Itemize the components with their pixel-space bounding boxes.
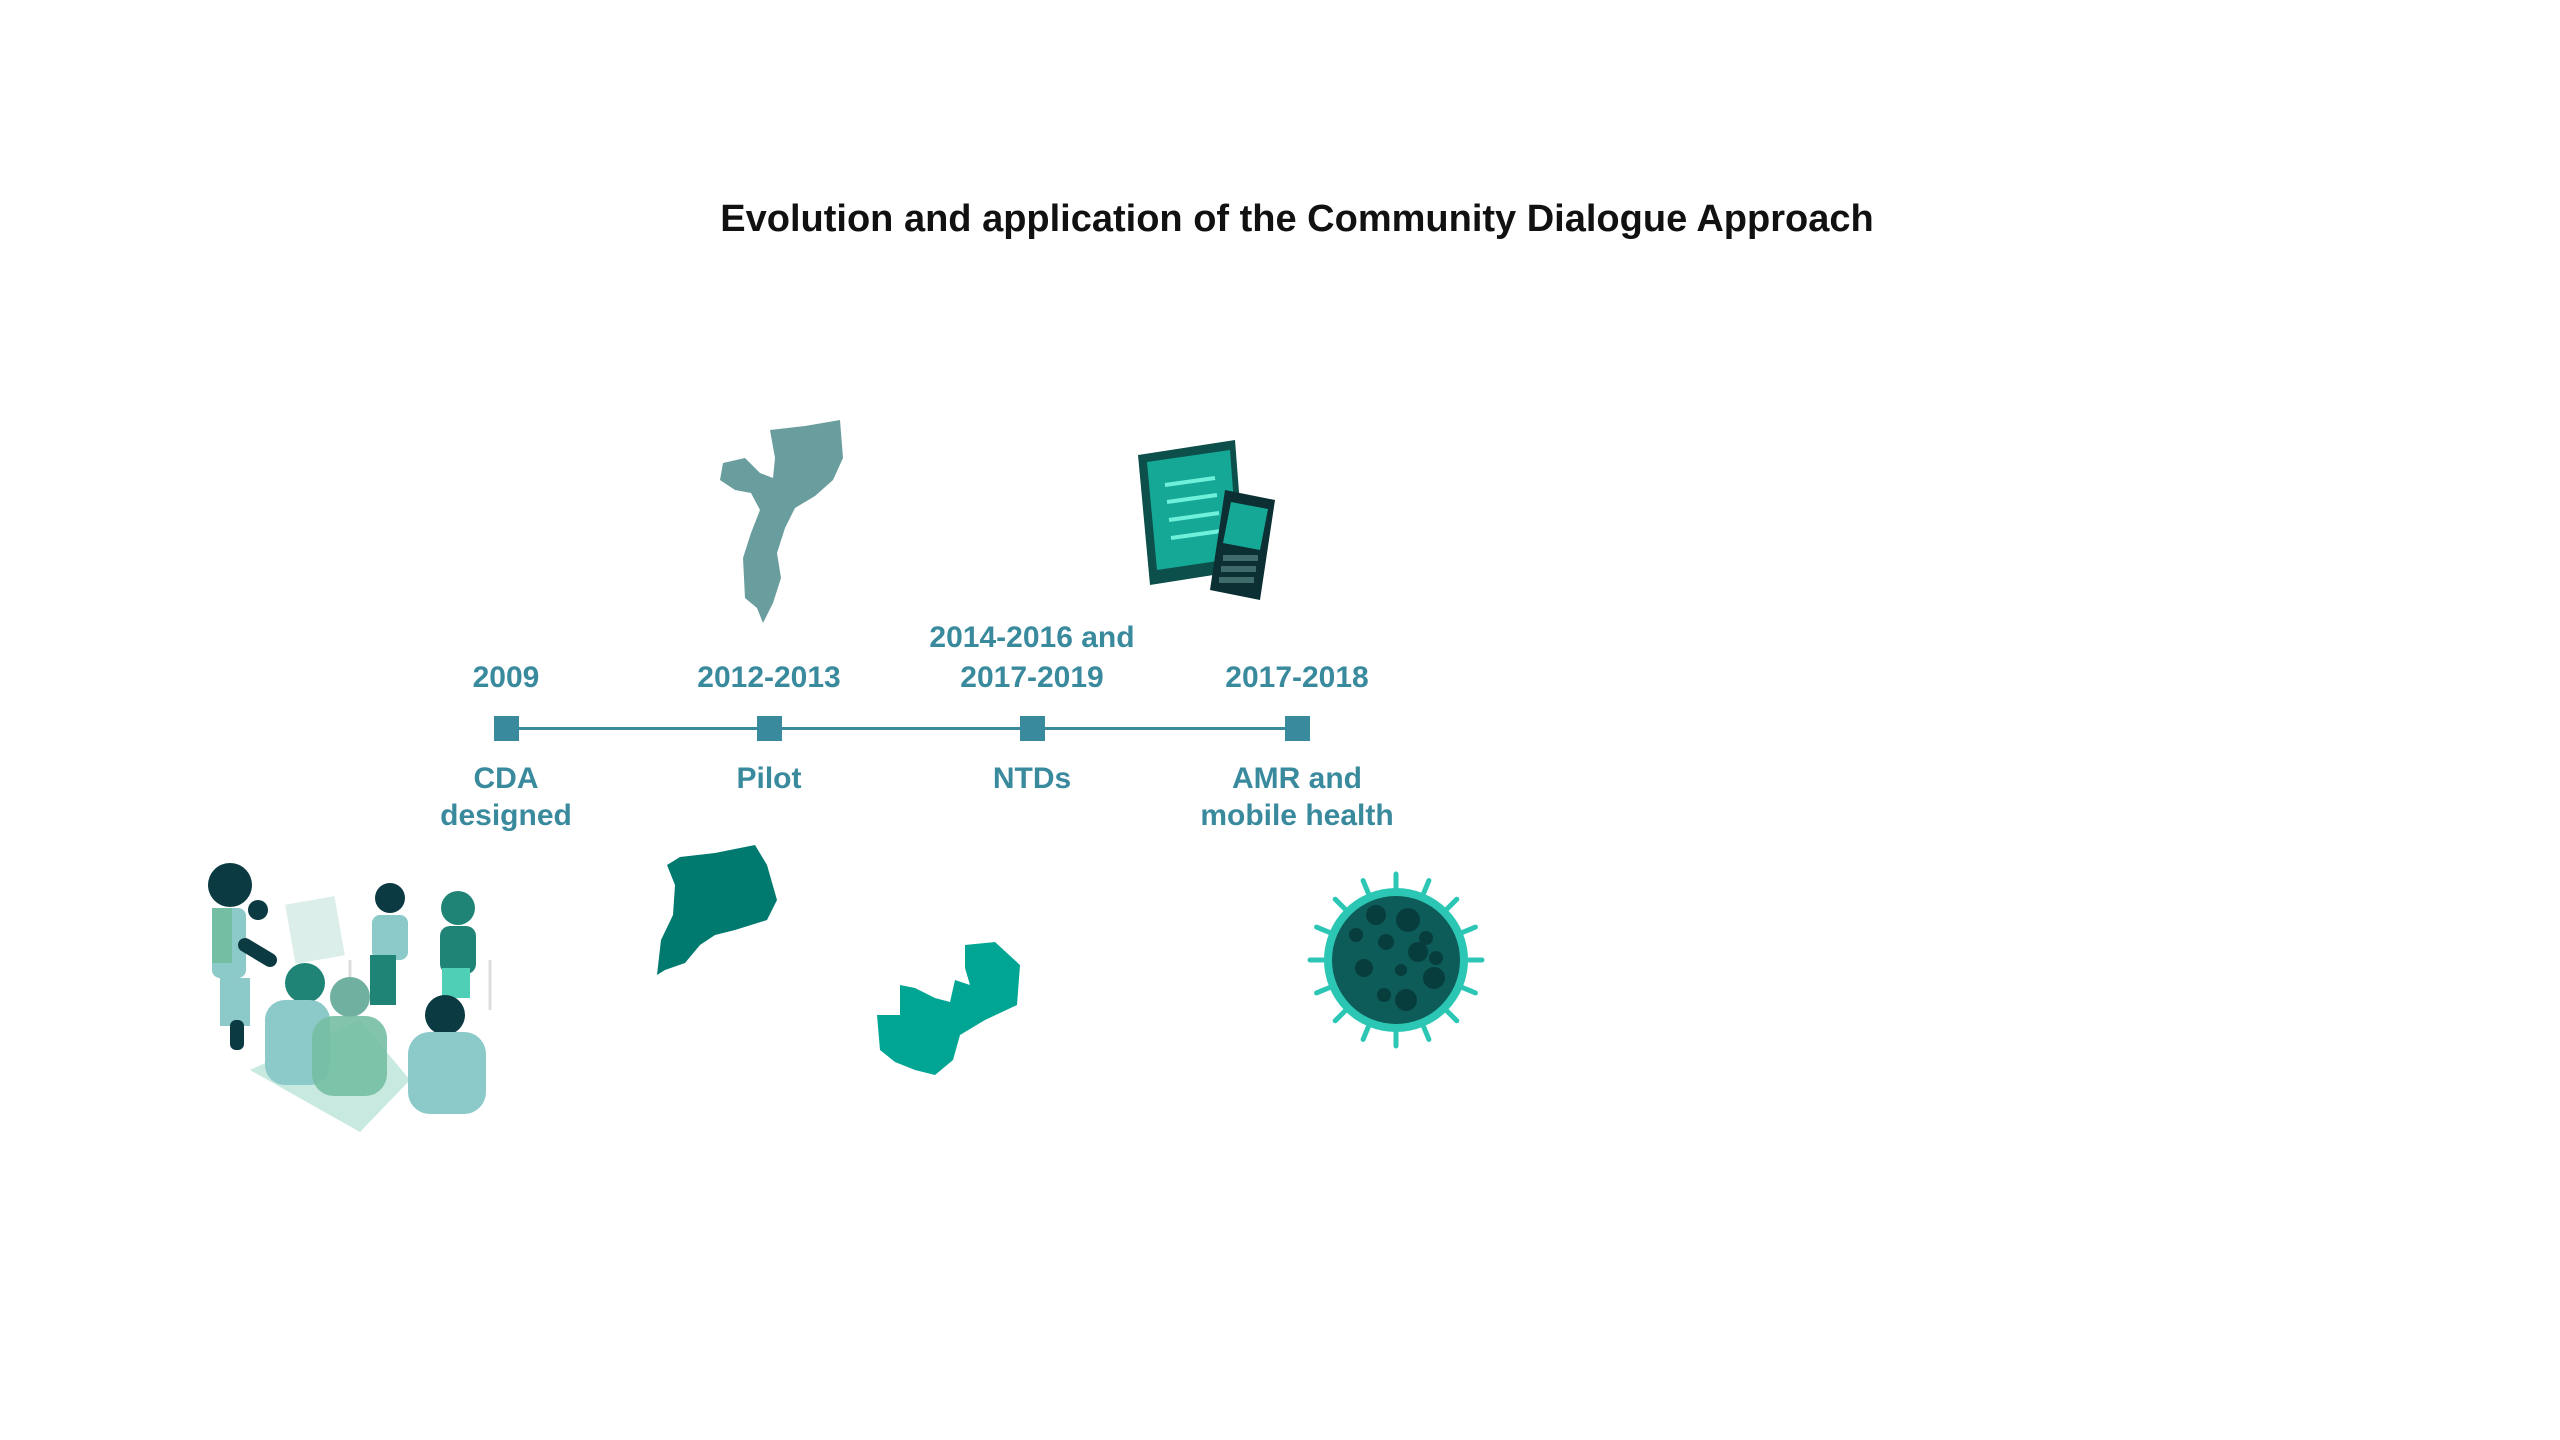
microbe-spike: [1420, 878, 1432, 898]
date-text: 2012-2013: [697, 661, 841, 694]
date-2009: 2009: [346, 658, 666, 698]
label-text: NTDs: [992, 762, 1072, 795]
microbe-spike: [1314, 924, 1334, 936]
date-text: 2009: [472, 661, 540, 694]
microbe-spike: [1458, 924, 1478, 936]
community-group-illustration: [208, 863, 492, 1132]
label-ntds: NTDs: [872, 760, 1192, 797]
microbe-spike: [1420, 1022, 1432, 1042]
date-amr: 2017-2018: [1137, 658, 1457, 698]
timeline-marker-pilot: [757, 716, 782, 741]
label-cda: CDA designed: [346, 760, 666, 834]
timeline-marker-2009: [494, 716, 519, 741]
timeline-marker-amr: [1285, 716, 1310, 741]
page-title: Evolution and application of the Communi…: [720, 198, 1874, 240]
microbe-spike: [1442, 896, 1460, 914]
microbe-spike: [1360, 878, 1372, 898]
date-ntds: 2014-2016 and 2017-2019: [872, 618, 1192, 698]
microbe-spike: [1314, 984, 1334, 996]
microbe-icon: [1307, 871, 1485, 1049]
uganda-map-icon: [657, 845, 777, 975]
timeline-line: [506, 727, 1297, 730]
zambia-map-icon: [877, 942, 1020, 1075]
date-text: 2014-2016 and: [929, 621, 1135, 654]
timeline-marker-ntds: [1020, 716, 1045, 741]
label-text: AMR and: [1232, 762, 1362, 795]
date-text: 2017-2018: [1225, 661, 1369, 694]
label-text: CDA: [473, 762, 539, 795]
label-text: designed: [440, 799, 572, 832]
label-text: mobile health: [1200, 799, 1394, 832]
label-pilot: Pilot: [609, 760, 929, 797]
tablet-and-phone-icon: [1138, 440, 1275, 600]
microbe-spike: [1360, 1022, 1372, 1042]
date-text: 2017-2019: [960, 661, 1104, 694]
microbe-spike: [1442, 1006, 1460, 1024]
microbe-spike: [1458, 984, 1478, 996]
label-amr: AMR and mobile health: [1137, 760, 1457, 834]
microbe-spike: [1332, 896, 1350, 914]
date-pilot: 2012-2013: [609, 658, 929, 698]
microbe-spike: [1332, 1006, 1350, 1024]
mozambique-map-icon: [720, 420, 843, 623]
label-text: Pilot: [736, 762, 802, 795]
